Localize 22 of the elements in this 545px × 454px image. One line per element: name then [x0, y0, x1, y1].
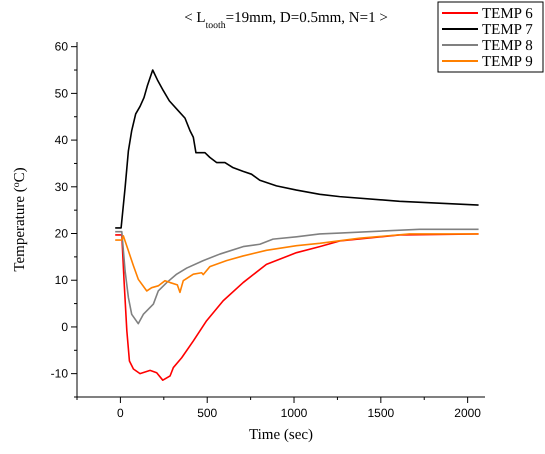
legend-label: TEMP 8: [482, 38, 533, 54]
x-axis-title: Time (sec): [248, 427, 314, 443]
line-series: [114, 233, 480, 294]
chart-title: < L$_{tooth}$=19mm, D=0.5mm, N=1 >: [184, 10, 388, 30]
legend-label: TEMP 7: [482, 22, 534, 38]
y-tick-label: 40: [54, 133, 68, 148]
y-tick-label: -10: [50, 366, 68, 381]
line-series: [114, 228, 480, 324]
x-tick-label: 2000: [454, 406, 482, 420]
y-tick-label: 20: [54, 226, 68, 241]
y-tick-label: 0: [61, 320, 68, 334]
y-tick-label: 50: [54, 86, 68, 100]
line-series: [114, 69, 480, 229]
x-tick-label: 500: [197, 406, 218, 420]
x-tick-label: 1000: [280, 406, 308, 420]
y-tick-label: 10: [54, 273, 68, 288]
y-tick-label: 60: [54, 40, 68, 54]
legend-label: TEMP 6: [482, 6, 534, 22]
x-tick-label: 1500: [367, 406, 394, 420]
y-tick-label: 30: [54, 180, 68, 194]
x-tick-label: 0: [117, 406, 124, 420]
legend-label: TEMP 9: [482, 54, 533, 70]
